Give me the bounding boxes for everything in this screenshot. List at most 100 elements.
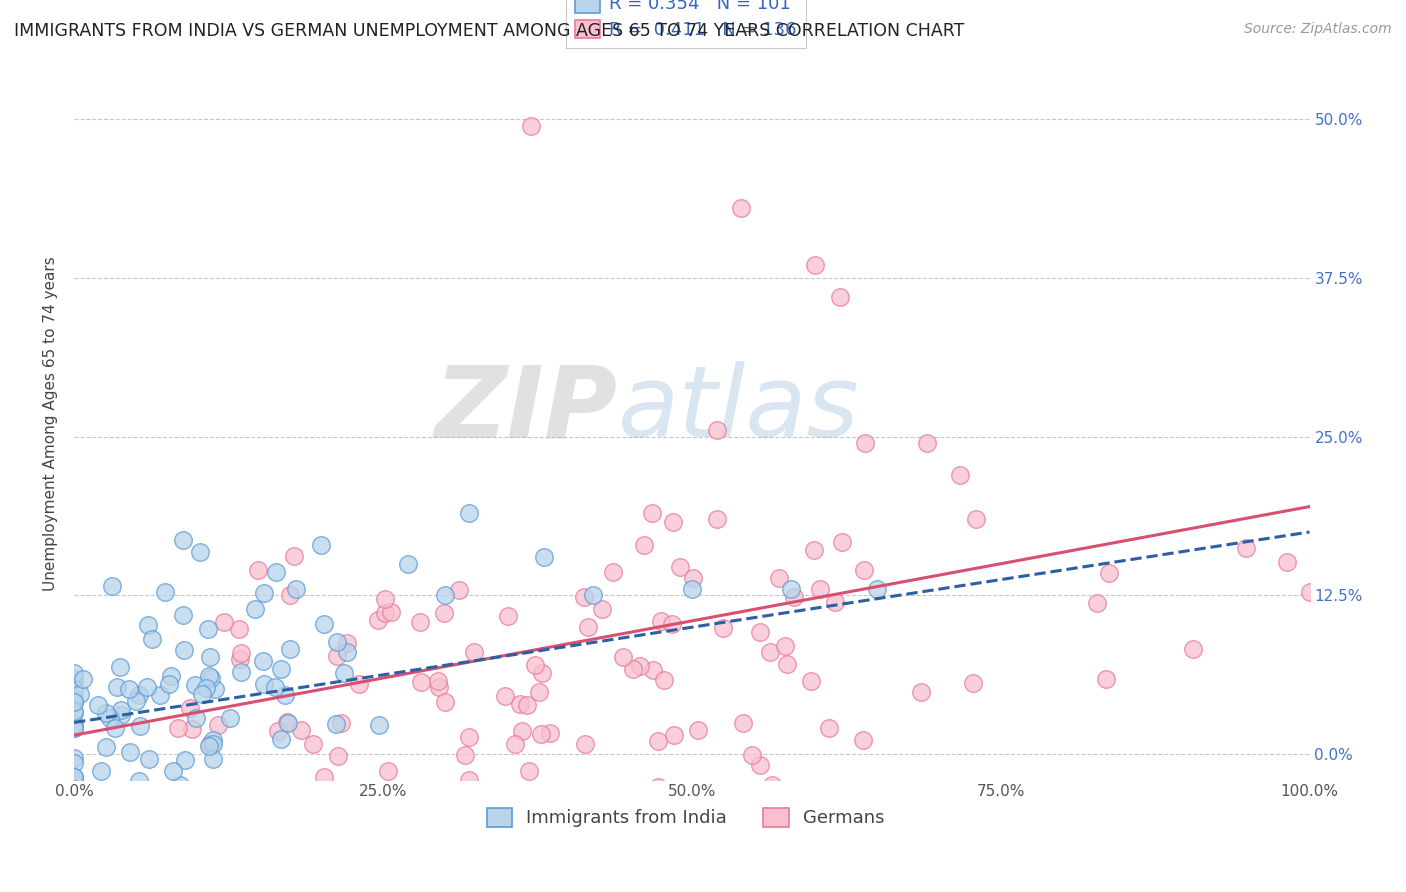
Point [228, 623, 250, 637]
Point [202, 733, 225, 747]
Point [453, 747, 475, 762]
Point [325, 717, 347, 731]
Point [312, 617, 335, 632]
Point [153, 585, 176, 599]
Point [63, 672, 86, 686]
Point [714, 808, 737, 822]
Point [281, 802, 304, 816]
Point [641, 506, 664, 520]
Point [309, 538, 332, 552]
Point [110, 708, 132, 723]
Point [63, 683, 86, 698]
Point [63, 799, 86, 814]
Point [198, 668, 221, 682]
Point [374, 606, 396, 620]
Point [647, 734, 669, 748]
Point [686, 723, 709, 738]
Point [273, 689, 295, 703]
Point [336, 645, 359, 659]
Point [269, 848, 291, 863]
Point [325, 648, 347, 663]
Point [965, 512, 987, 526]
Point [409, 615, 432, 630]
Point [63, 704, 86, 718]
Point [962, 676, 984, 690]
Point [252, 654, 274, 668]
Point [63, 717, 86, 731]
Point [328, 749, 350, 764]
Point [643, 663, 665, 677]
Point [118, 682, 141, 697]
Point [83, 786, 105, 800]
Point [263, 680, 285, 694]
Point [63, 773, 86, 788]
Point [63, 789, 86, 803]
Point [782, 591, 804, 605]
Point [112, 817, 135, 831]
Point [128, 719, 150, 733]
Point [523, 658, 546, 673]
Point [574, 737, 596, 751]
Point [90, 764, 112, 778]
Point [162, 764, 184, 779]
Point [63, 751, 86, 765]
Point [82, 786, 104, 800]
Point [538, 725, 561, 739]
Point [326, 634, 349, 648]
Point [396, 557, 419, 571]
Point [602, 565, 624, 579]
Point [915, 436, 938, 450]
Point [562, 797, 585, 812]
Point [201, 752, 224, 766]
Point [200, 671, 222, 685]
Point [104, 722, 127, 736]
Point [1098, 566, 1121, 580]
Point [787, 807, 810, 822]
Point [128, 688, 150, 702]
Point [302, 737, 325, 751]
Point [1275, 555, 1298, 569]
Point [367, 613, 389, 627]
Point [458, 773, 481, 788]
Point [243, 602, 266, 616]
Point [803, 543, 825, 558]
Point [180, 835, 202, 849]
Point [522, 837, 544, 851]
Point [276, 715, 298, 730]
Point [174, 753, 197, 767]
Point [229, 646, 252, 660]
Point [198, 737, 221, 751]
Point [270, 662, 292, 676]
Point [197, 622, 219, 636]
Point [63, 846, 86, 860]
Point [516, 698, 538, 712]
Point [166, 798, 188, 813]
Point [120, 746, 142, 760]
Point [458, 506, 481, 520]
Point [1298, 585, 1320, 599]
Point [135, 681, 157, 695]
Point [533, 550, 555, 565]
Point [531, 665, 554, 680]
Point [647, 848, 669, 863]
Point [662, 728, 685, 742]
Point [290, 723, 312, 737]
Point [110, 703, 132, 717]
Point [63, 681, 86, 696]
Point [63, 772, 86, 787]
Point [191, 687, 214, 701]
Point [1234, 541, 1257, 556]
Point [852, 563, 875, 577]
Point [949, 468, 972, 483]
Point [853, 436, 876, 450]
Point [427, 680, 450, 694]
Point [329, 715, 352, 730]
Point [63, 666, 86, 681]
Point [496, 609, 519, 624]
Point [409, 675, 432, 690]
Point [204, 681, 226, 696]
Text: Source: ZipAtlas.com: Source: ZipAtlas.com [1244, 22, 1392, 37]
Point [208, 848, 231, 863]
Point [312, 770, 335, 784]
Point [800, 674, 823, 689]
